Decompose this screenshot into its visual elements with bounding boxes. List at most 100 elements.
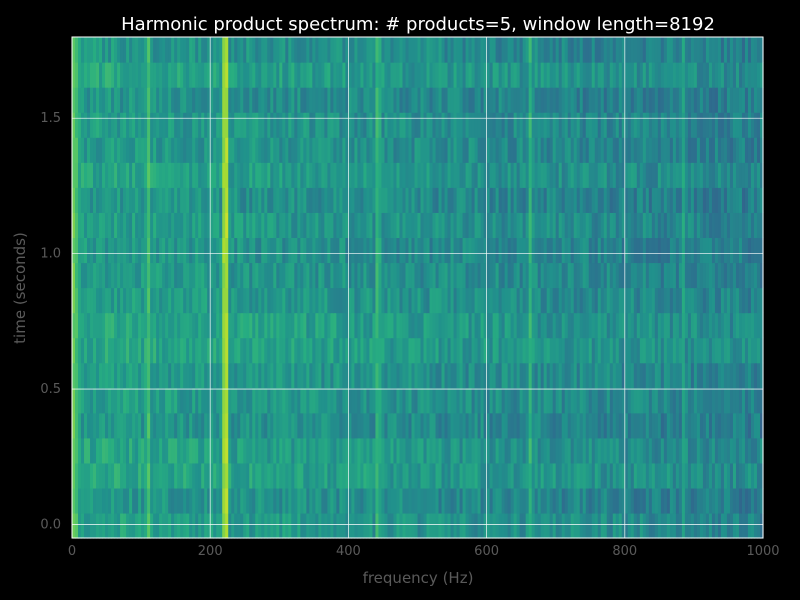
heatmap-cell xyxy=(153,287,157,314)
heatmap-cell xyxy=(354,212,359,238)
heatmap-cell xyxy=(444,312,449,339)
heatmap-cell xyxy=(597,237,602,264)
heatmap-cell xyxy=(381,262,386,289)
heatmap-cell xyxy=(138,337,142,364)
heatmap-cell xyxy=(228,162,232,188)
heatmap-cell xyxy=(663,312,668,339)
heatmap-cell xyxy=(378,362,383,389)
heatmap-cell xyxy=(138,262,142,289)
heatmap-cell xyxy=(363,312,368,339)
heatmap-cell xyxy=(504,37,509,63)
heatmap-cell xyxy=(621,387,626,414)
heatmap-cell xyxy=(231,437,235,464)
heatmap-cell xyxy=(141,87,145,113)
heatmap-cell xyxy=(471,62,476,88)
heatmap-cell xyxy=(468,412,473,439)
heatmap-cell xyxy=(378,287,383,314)
heatmap-cell xyxy=(492,387,497,414)
heatmap-cell xyxy=(84,337,88,364)
heatmap-cell xyxy=(216,337,220,364)
heatmap-cell xyxy=(729,162,734,188)
heatmap-cell xyxy=(393,337,398,364)
heatmap-cell xyxy=(81,262,85,289)
heatmap-cell xyxy=(315,37,319,63)
heatmap-cell xyxy=(234,62,238,88)
heatmap-cell xyxy=(210,112,214,138)
heatmap-cell xyxy=(183,387,187,414)
heatmap-cell xyxy=(612,412,617,439)
heatmap-cell xyxy=(396,437,401,464)
heatmap-cell xyxy=(507,512,512,539)
heatmap-cell xyxy=(273,212,277,238)
heatmap-cell xyxy=(760,112,764,138)
heatmap-cell xyxy=(246,362,250,389)
heatmap-cell xyxy=(591,362,596,389)
heatmap-cell xyxy=(555,462,560,489)
heatmap-cell xyxy=(597,262,602,289)
heatmap-cell xyxy=(90,487,94,514)
heatmap-cell xyxy=(177,362,181,389)
heatmap-cell xyxy=(756,237,761,264)
heatmap-cell xyxy=(564,37,569,63)
heatmap-cell xyxy=(429,337,434,364)
heatmap-cell xyxy=(654,462,659,489)
heatmap-cell xyxy=(618,287,623,314)
heatmap-cell xyxy=(87,387,91,414)
heatmap-cell xyxy=(501,87,506,113)
heatmap-cell xyxy=(114,337,118,364)
heatmap-cell xyxy=(186,87,190,113)
heatmap-cell xyxy=(279,37,283,63)
heatmap-cell xyxy=(219,112,223,138)
heatmap-cell xyxy=(198,112,202,138)
heatmap-cell xyxy=(321,87,325,113)
heatmap-cell xyxy=(495,262,500,289)
heatmap-cell xyxy=(663,162,668,188)
heatmap-cell xyxy=(114,312,118,339)
heatmap-cell xyxy=(114,62,118,88)
heatmap-cell xyxy=(141,112,145,138)
heatmap-cell xyxy=(234,337,238,364)
heatmap-cell xyxy=(537,187,542,213)
heatmap-cell xyxy=(87,337,91,364)
heatmap-cell xyxy=(291,237,295,264)
heatmap-cell xyxy=(702,137,707,163)
heatmap-cell xyxy=(282,187,286,213)
heatmap-cell xyxy=(603,162,608,188)
heatmap-cell xyxy=(579,237,584,264)
heatmap-cell xyxy=(81,487,85,514)
heatmap-cell xyxy=(342,137,346,163)
heatmap-cell xyxy=(162,237,166,264)
heatmap-cell xyxy=(699,312,704,339)
heatmap-cell xyxy=(111,387,115,414)
heatmap-cell xyxy=(348,137,352,163)
heatmap-cell xyxy=(429,237,434,264)
heatmap-cell xyxy=(675,387,680,414)
heatmap-cell xyxy=(684,512,689,539)
heatmap-cell xyxy=(327,137,331,163)
heatmap-cell xyxy=(408,412,413,439)
heatmap-cell xyxy=(309,412,313,439)
heatmap-cell xyxy=(111,262,115,289)
heatmap-cell xyxy=(531,437,536,464)
heatmap-cell xyxy=(510,487,515,514)
heatmap-cell xyxy=(525,462,530,489)
heatmap-cell xyxy=(501,162,506,188)
heatmap-cell xyxy=(438,487,443,514)
heatmap-cell xyxy=(513,287,518,314)
heatmap-cell xyxy=(336,162,340,188)
heatmap-cell xyxy=(660,212,665,238)
heatmap-cell xyxy=(132,262,136,289)
heatmap-cell xyxy=(690,62,695,88)
heatmap-cell xyxy=(414,337,419,364)
heatmap-cell xyxy=(78,162,82,188)
heatmap-cell xyxy=(162,287,166,314)
heatmap-cell xyxy=(156,87,160,113)
heatmap-cell xyxy=(240,462,244,489)
heatmap-cell xyxy=(297,487,301,514)
heatmap-cell xyxy=(246,212,250,238)
heatmap-cell xyxy=(219,412,223,439)
heatmap-cell xyxy=(576,412,581,439)
heatmap-cell xyxy=(405,437,410,464)
heatmap-cell xyxy=(195,362,199,389)
heatmap-cell xyxy=(234,387,238,414)
